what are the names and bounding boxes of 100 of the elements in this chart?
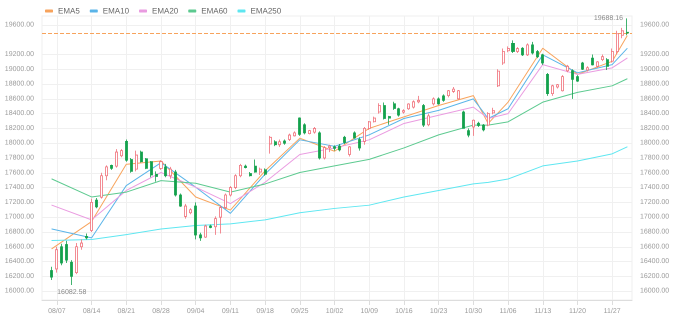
candlestick	[601, 54, 604, 62]
candlestick	[343, 135, 346, 144]
candlestick	[526, 42, 529, 56]
legend-label: EMA250	[250, 6, 282, 16]
candlestick	[150, 160, 153, 178]
candlestick	[229, 186, 232, 197]
candlestick	[283, 139, 286, 146]
candlestick	[55, 246, 58, 274]
candlestick	[274, 140, 277, 147]
candlestick	[497, 68, 500, 88]
candlestick	[269, 135, 272, 154]
candlestick	[244, 164, 247, 169]
candlestick	[442, 94, 445, 102]
candlestick	[100, 172, 103, 200]
candlestick	[447, 90, 450, 98]
candlestick	[378, 102, 381, 114]
candlestick	[412, 100, 415, 109]
candlestick	[427, 113, 430, 127]
candlestick	[586, 66, 589, 72]
candlestick	[368, 120, 371, 130]
candlestick	[224, 193, 227, 210]
candlestick	[199, 232, 202, 242]
candlestick	[189, 208, 192, 215]
candlestick	[135, 150, 138, 172]
candlestick	[576, 74, 579, 82]
candlestick	[477, 121, 480, 128]
candlestick	[626, 18, 629, 36]
candlestick	[110, 164, 113, 170]
candlestick	[298, 116, 301, 136]
candlestick	[328, 144, 331, 152]
candlestick	[254, 159, 257, 174]
candlestick	[521, 46, 524, 56]
candlestick	[511, 40, 515, 54]
candlestick	[318, 130, 321, 160]
candlestick	[174, 169, 177, 197]
candlestick	[551, 84, 554, 96]
legend-label: EMA60	[201, 6, 228, 16]
candlestick	[616, 30, 619, 55]
candlestick	[402, 108, 405, 114]
candlestick	[85, 233, 88, 240]
candlestick	[566, 64, 569, 73]
candlestick	[417, 95, 420, 104]
candlestick	[422, 104, 425, 128]
candlestick	[204, 224, 207, 238]
candlestick	[120, 148, 123, 158]
candlestick	[90, 198, 93, 232]
candlestick	[115, 148, 118, 168]
candlestick	[348, 146, 351, 157]
candlestick	[303, 122, 306, 135]
candlestick	[70, 260, 73, 286]
candlestick	[145, 158, 148, 170]
candlestick	[596, 60, 599, 68]
candlestick	[194, 202, 197, 240]
candlestick	[338, 144, 341, 152]
legend-label: EMA5	[58, 6, 80, 16]
candlestick	[516, 46, 519, 54]
candlestick	[179, 193, 182, 208]
candlestick	[571, 68, 574, 100]
candlestick	[437, 96, 440, 106]
candlestick	[159, 160, 163, 170]
candlestick	[95, 198, 98, 209]
candlestick	[621, 27, 624, 39]
candlestick	[467, 128, 470, 138]
legend-label: EMA20	[152, 6, 179, 16]
line-series	[51, 146, 628, 241]
candlestick	[388, 115, 391, 126]
candlestick	[452, 86, 455, 94]
candlestick	[65, 240, 68, 264]
candlestick	[591, 54, 594, 66]
candlestick	[259, 167, 262, 176]
candlestick	[492, 107, 495, 115]
candlestick	[373, 116, 376, 123]
candlestick	[482, 124, 485, 132]
candlestick	[164, 164, 167, 178]
candlestick	[556, 84, 559, 89]
candlestick	[457, 90, 460, 100]
candlestick	[561, 74, 564, 92]
candlestick	[323, 146, 326, 160]
candlestick	[472, 119, 475, 136]
candlestick	[541, 53, 544, 66]
candlestick	[333, 145, 336, 152]
candlestick	[293, 130, 296, 137]
candlestick	[50, 266, 53, 280]
candlestick	[606, 58, 609, 70]
candlestick	[125, 139, 128, 162]
candlestick	[432, 96, 435, 106]
candlestick	[75, 242, 78, 275]
candlestick	[209, 224, 212, 229]
candlestick	[278, 139, 281, 148]
candlestick	[507, 46, 510, 53]
candlestick	[383, 102, 386, 120]
candlestick	[407, 102, 410, 110]
candlestick	[219, 204, 222, 234]
candlestick	[502, 48, 505, 66]
candlestick	[105, 164, 108, 181]
candlestick	[288, 133, 291, 142]
candlestick	[184, 203, 187, 220]
candlestick	[140, 150, 143, 163]
line-series	[51, 78, 628, 198]
candlestick	[60, 243, 63, 266]
